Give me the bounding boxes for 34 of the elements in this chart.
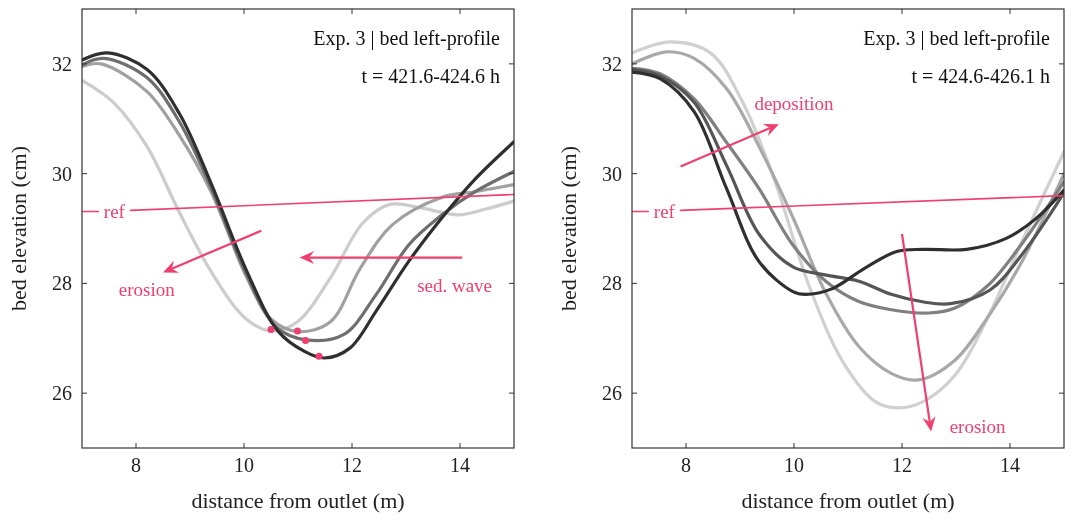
y-tick-label: 26: [52, 382, 72, 405]
series-label: ref: [653, 200, 676, 222]
annotation: deposition: [754, 93, 835, 115]
annotation: erosion: [118, 278, 176, 300]
series-label: ref: [103, 200, 126, 222]
text: t = 421.6-424.6 h: [361, 65, 500, 87]
x-tick-label: 12: [342, 454, 362, 476]
text: Exp. 3 | bed left-profile: [313, 27, 501, 50]
x-tick-label: 10: [234, 454, 254, 476]
point: [267, 325, 275, 333]
point: [315, 352, 323, 360]
x-tick-label: 8: [131, 454, 141, 476]
x-tick-label: 8: [681, 454, 691, 476]
y-tick-label: 30: [602, 162, 622, 185]
y-tick-label: 30: [52, 162, 72, 185]
x-tick-label: 14: [1000, 454, 1020, 476]
x-tick-label: 10: [784, 454, 804, 476]
text: t = 424.6-426.1 h: [911, 65, 1050, 87]
y-tick-label: 28: [52, 272, 72, 295]
point: [302, 336, 310, 344]
y-tick-label: 28: [602, 272, 622, 295]
x-tick-label: 12: [892, 454, 912, 476]
y-tick-label: 32: [602, 52, 622, 75]
x-tick-label: 14: [450, 454, 470, 476]
annotation: sed. wave: [417, 275, 493, 297]
point: [293, 327, 301, 335]
x-axis-title: distance from outlet (m): [191, 488, 405, 513]
y-tick-label: 32: [52, 52, 72, 75]
annotation: erosion: [949, 415, 1007, 437]
text: Exp. 3 | bed left-profile: [863, 27, 1051, 50]
y-axis-title: bed elevation (cm): [6, 146, 31, 311]
y-axis-title: bed elevation (cm): [556, 146, 581, 311]
x-axis-title: distance from outlet (m): [741, 488, 955, 513]
y-tick-label: 26: [602, 382, 622, 405]
